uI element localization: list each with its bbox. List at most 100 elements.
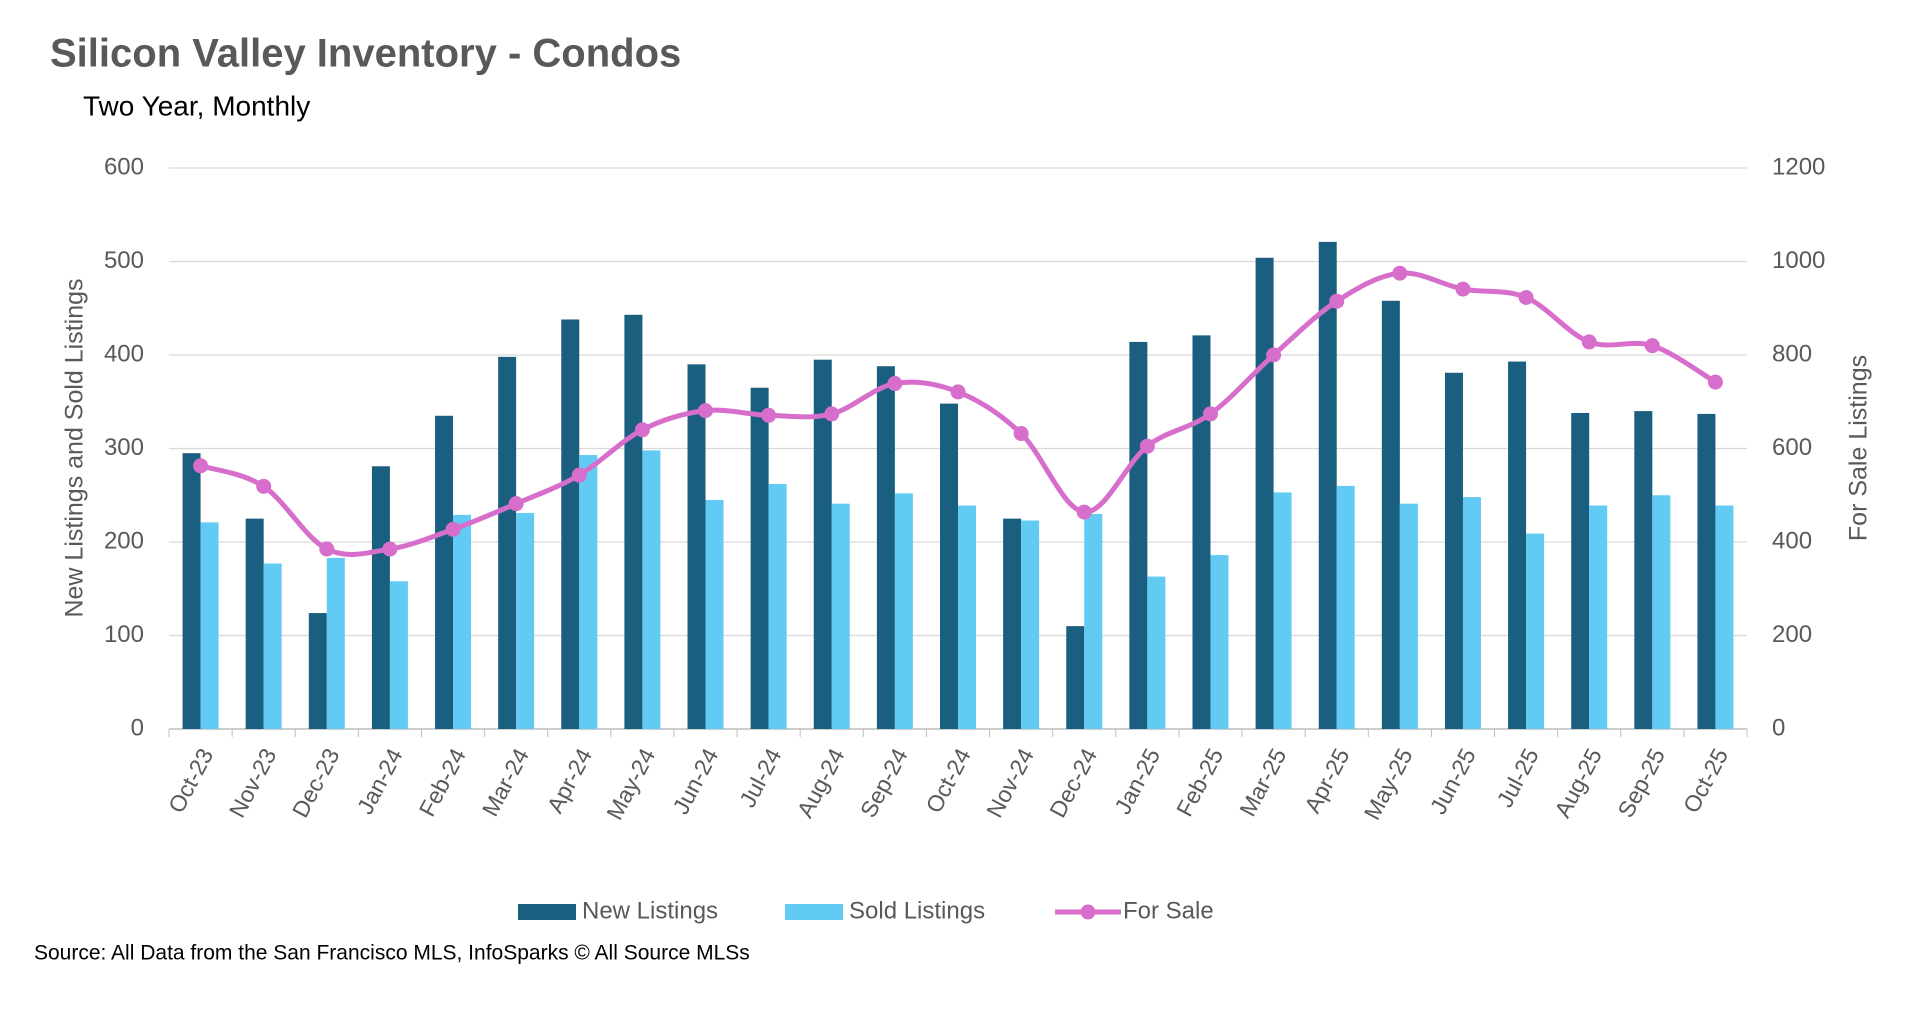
bar <box>1084 513 1103 729</box>
legend-swatch <box>785 904 843 920</box>
line-marker <box>508 496 524 512</box>
line-marker <box>256 478 272 494</box>
bar <box>1462 497 1481 729</box>
bar <box>1697 413 1716 729</box>
line-marker <box>698 403 714 419</box>
y-axis-title: New Listings and Sold Listings <box>61 278 89 617</box>
bar <box>371 466 390 729</box>
bar <box>263 563 282 729</box>
line-marker <box>634 422 650 438</box>
line-marker <box>571 467 587 483</box>
bar <box>1255 257 1274 729</box>
legend-label: New Listings <box>582 897 718 924</box>
bar <box>182 453 201 729</box>
y-tick-label: 100 <box>104 621 144 648</box>
line-marker <box>382 541 398 557</box>
bar <box>642 450 661 729</box>
bar <box>435 415 454 729</box>
bar <box>1147 576 1166 729</box>
line-marker <box>824 406 840 422</box>
line-marker <box>193 458 209 474</box>
chart-title: Silicon Valley Inventory - Condos <box>50 32 681 76</box>
bar <box>1129 341 1148 729</box>
legend-label: Sold Listings <box>849 897 985 924</box>
bar <box>1273 492 1292 729</box>
y-tick-label: 600 <box>104 153 144 180</box>
bar <box>1571 412 1590 729</box>
y2-axis-title: For Sale Listings <box>1845 355 1873 541</box>
y2-tick-label: 200 <box>1772 621 1812 648</box>
legend-swatch <box>1080 904 1096 920</box>
line-marker <box>319 541 335 557</box>
bar <box>1336 485 1355 729</box>
bar <box>831 503 850 729</box>
bar <box>1526 533 1545 729</box>
line-marker <box>1581 334 1597 350</box>
bar <box>1003 518 1022 729</box>
bar <box>326 557 345 729</box>
bar <box>516 513 535 729</box>
bar <box>1444 372 1463 729</box>
line-marker <box>1644 338 1660 354</box>
source-note: Source: All Data from the San Francisco … <box>34 942 750 965</box>
bar <box>1508 361 1527 729</box>
bar <box>245 518 264 729</box>
line-marker <box>887 376 903 392</box>
y2-tick-label: 400 <box>1772 527 1812 554</box>
bar <box>813 359 832 729</box>
y2-tick-label: 0 <box>1772 714 1785 741</box>
bar <box>1589 505 1608 729</box>
bar <box>1192 335 1211 729</box>
line-marker <box>1076 504 1092 520</box>
line-marker <box>1202 406 1218 422</box>
bar <box>894 493 913 729</box>
bar <box>498 356 517 729</box>
bar <box>876 366 895 729</box>
line-marker <box>1392 265 1408 281</box>
y-tick-label: 0 <box>131 714 144 741</box>
bar <box>561 319 580 729</box>
y-tick-label: 300 <box>104 434 144 461</box>
y2-tick-label: 800 <box>1772 340 1812 367</box>
legend-swatch <box>518 904 576 920</box>
y2-tick-label: 1200 <box>1772 153 1825 180</box>
bar <box>1381 300 1400 729</box>
bar <box>958 505 976 729</box>
bar <box>705 499 724 729</box>
legend-label: For Sale <box>1123 897 1214 924</box>
line-marker <box>1455 281 1471 297</box>
bar <box>1318 241 1337 730</box>
line-marker <box>445 521 461 537</box>
line-marker <box>1139 438 1155 454</box>
bar <box>750 387 769 729</box>
line-marker <box>1013 426 1029 442</box>
line-marker <box>1266 347 1282 363</box>
y-tick-label: 500 <box>104 247 144 274</box>
bar <box>1634 411 1653 729</box>
bar <box>1021 520 1040 729</box>
bar <box>200 522 219 729</box>
bar <box>453 514 472 729</box>
bar <box>624 314 643 729</box>
bar <box>1399 503 1418 729</box>
bar <box>1715 505 1734 729</box>
bar <box>579 455 598 729</box>
y-tick-label: 400 <box>104 340 144 367</box>
bar <box>389 581 408 729</box>
line-marker <box>1707 374 1723 390</box>
line-marker <box>950 384 966 400</box>
bar <box>308 613 327 729</box>
chart-subtitle: Two Year, Monthly <box>83 90 310 121</box>
bar <box>687 364 706 729</box>
line-marker <box>1518 289 1534 305</box>
bar <box>1652 495 1671 729</box>
line-marker <box>1329 293 1345 309</box>
y2-tick-label: 1000 <box>1772 247 1825 274</box>
y2-tick-label: 600 <box>1772 434 1812 461</box>
y-tick-label: 200 <box>104 527 144 554</box>
bar <box>1210 555 1229 729</box>
line-marker <box>761 407 777 423</box>
bar <box>940 403 958 729</box>
